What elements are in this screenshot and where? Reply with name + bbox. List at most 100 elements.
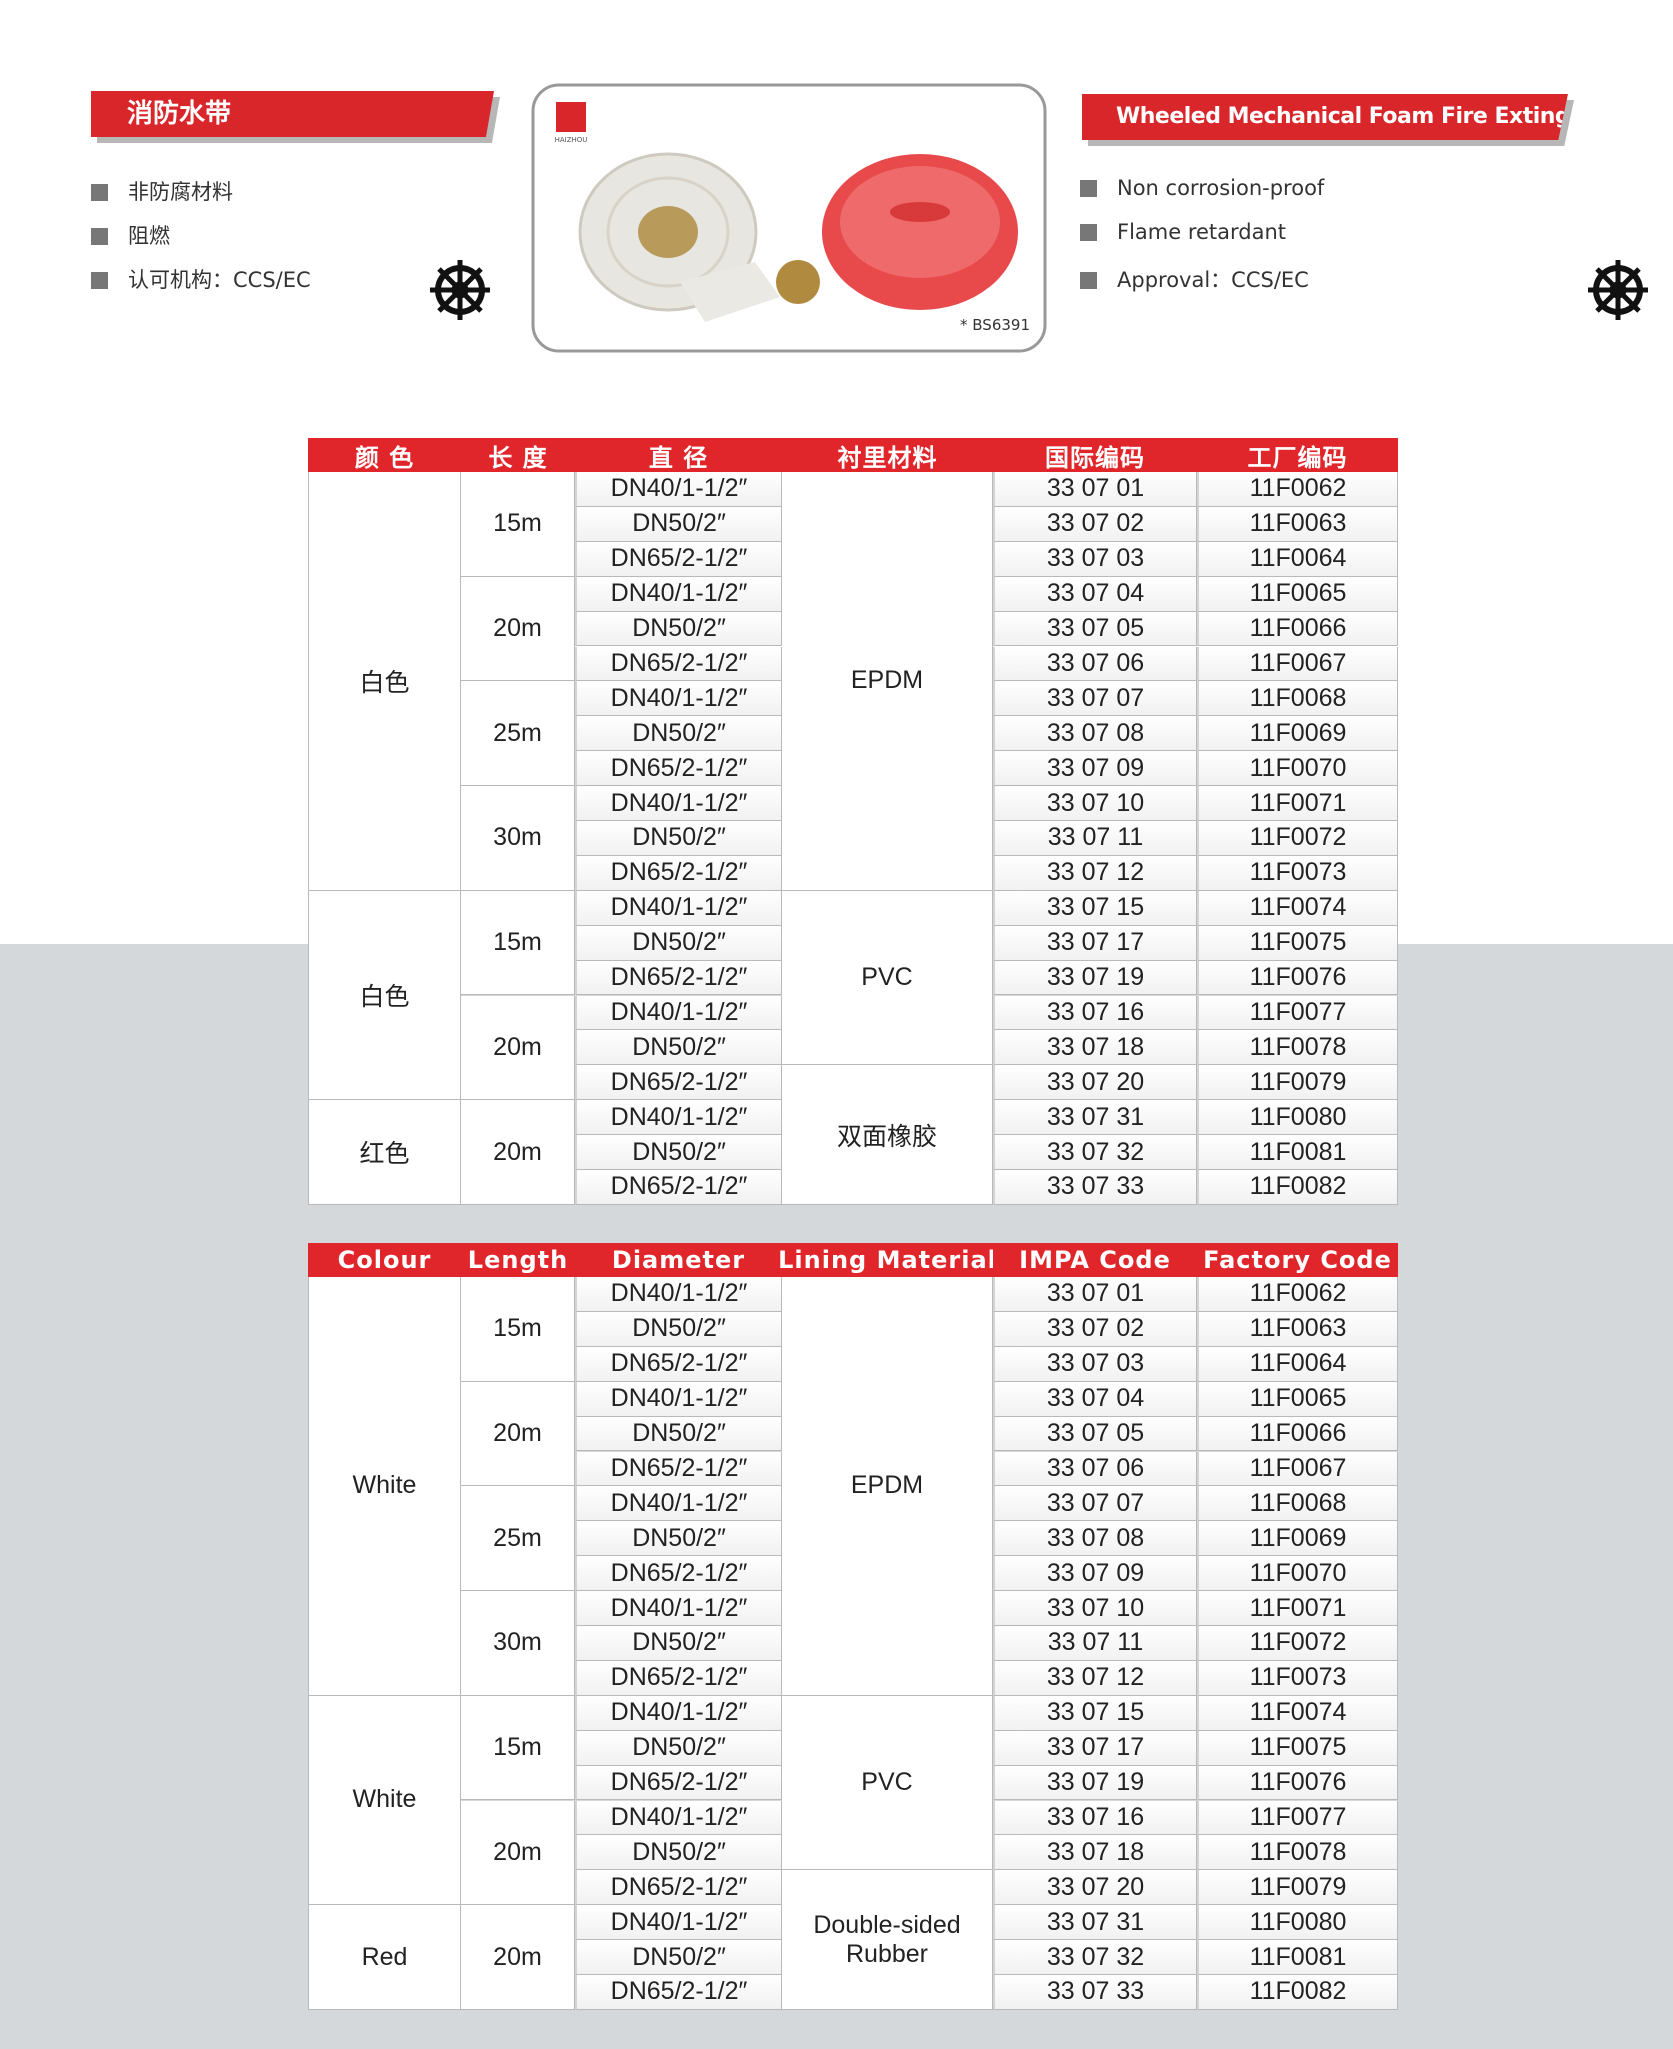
colour-cell: Red	[308, 1905, 461, 2010]
factory-code-cell: 11F0081	[1197, 1940, 1398, 1975]
diameter-cell: DN40/1-1/2″	[575, 995, 782, 1031]
diameter-cell: DN40/1-1/2″	[575, 1486, 782, 1522]
length-cell: 20m	[461, 576, 575, 682]
factory-code-cell: 11F0067	[1197, 646, 1398, 682]
impa-cell: 33 07 20	[993, 1870, 1197, 1906]
lining-cell: Double-sided Rubber	[782, 1870, 993, 2010]
diameter-cell: DN65/2-1/2″	[575, 1870, 782, 1906]
factory-code-cell: 11F0071	[1197, 786, 1398, 821]
column-header: Length	[461, 1243, 575, 1277]
impa-cell: 33 07 15	[993, 1695, 1197, 1731]
impa-cell: 33 07 06	[993, 646, 1197, 682]
column-header: Colour	[308, 1243, 461, 1277]
factory-code-cell: 11F0077	[1197, 1800, 1398, 1836]
lining-cell: EPDM	[782, 472, 993, 891]
diameter-cell: DN40/1-1/2″	[575, 576, 782, 612]
diameter-cell: DN50/2″	[575, 1135, 782, 1170]
length-cell: 25m	[461, 681, 575, 787]
factory-code-cell: 11F0073	[1197, 1660, 1398, 1696]
impa-cell: 33 07 09	[993, 1556, 1197, 1592]
factory-code-cell: 11F0074	[1197, 890, 1398, 926]
impa-cell: 33 07 32	[993, 1940, 1197, 1975]
diameter-cell: DN40/1-1/2″	[575, 472, 782, 507]
impa-cell: 33 07 10	[993, 786, 1197, 821]
impa-cell: 33 07 20	[993, 1065, 1197, 1101]
impa-cell: 33 07 31	[993, 1100, 1197, 1136]
diameter-cell: DN50/2″	[575, 1626, 782, 1661]
factory-code-cell: 11F0065	[1197, 1381, 1398, 1417]
left-bullet: 认可机构：CCS/EC	[91, 264, 311, 294]
factory-code-cell: 11F0072	[1197, 821, 1398, 856]
factory-code-cell: 11F0076	[1197, 1765, 1398, 1801]
impa-cell: 33 07 03	[993, 541, 1197, 577]
diameter-cell: DN50/2″	[575, 1835, 782, 1871]
impa-cell: 33 07 07	[993, 681, 1197, 717]
factory-code-cell: 11F0081	[1197, 1135, 1398, 1170]
impa-cell: 33 07 10	[993, 1591, 1197, 1626]
impa-cell: 33 07 17	[993, 925, 1197, 961]
diameter-cell: DN50/2″	[575, 1416, 782, 1452]
diameter-cell: DN65/2-1/2″	[575, 1170, 782, 1205]
impa-cell: 33 07 01	[993, 1277, 1197, 1312]
diameter-cell: DN65/2-1/2″	[575, 1765, 782, 1801]
right-bullet: Flame retardant	[1080, 220, 1286, 244]
length-cell: 30m	[461, 1591, 575, 1696]
right-bullet: Non corrosion-proof	[1080, 176, 1324, 200]
length-cell: 15m	[461, 472, 575, 577]
factory-code-cell: 11F0076	[1197, 960, 1398, 996]
diameter-cell: DN65/2-1/2″	[575, 1556, 782, 1592]
impa-cell: 33 07 33	[993, 1170, 1197, 1205]
length-cell: 25m	[461, 1486, 575, 1592]
impa-cell: 33 07 02	[993, 1311, 1197, 1347]
diameter-cell: DN50/2″	[575, 1730, 782, 1766]
diameter-cell: DN40/1-1/2″	[575, 1381, 782, 1417]
factory-code-cell: 11F0074	[1197, 1695, 1398, 1731]
impa-cell: 33 07 18	[993, 1835, 1197, 1871]
diameter-cell: DN50/2″	[575, 821, 782, 856]
length-cell: 15m	[461, 1695, 575, 1801]
length-cell: 20m	[461, 1100, 575, 1205]
factory-code-cell: 11F0077	[1197, 995, 1398, 1031]
factory-code-cell: 11F0075	[1197, 1730, 1398, 1766]
column-header: 国际编码	[993, 438, 1197, 472]
impa-cell: 33 07 07	[993, 1486, 1197, 1522]
diameter-cell: DN40/1-1/2″	[575, 1277, 782, 1312]
impa-cell: 33 07 08	[993, 1521, 1197, 1557]
diameter-cell: DN40/1-1/2″	[575, 681, 782, 717]
impa-cell: 33 07 19	[993, 1765, 1197, 1801]
diameter-cell: DN40/1-1/2″	[575, 1800, 782, 1836]
column-header: 衬里材料	[782, 438, 993, 472]
left-bullet: 非防腐材料	[91, 176, 233, 206]
factory-code-cell: 11F0065	[1197, 576, 1398, 612]
impa-cell: 33 07 08	[993, 716, 1197, 752]
diameter-cell: DN40/1-1/2″	[575, 1905, 782, 1941]
impa-cell: 33 07 33	[993, 1975, 1197, 2010]
impa-cell: 33 07 31	[993, 1905, 1197, 1941]
factory-code-cell: 11F0062	[1197, 1277, 1398, 1312]
factory-code-cell: 11F0080	[1197, 1100, 1398, 1136]
factory-code-cell: 11F0062	[1197, 472, 1398, 507]
length-cell: 15m	[461, 890, 575, 996]
diameter-cell: DN65/2-1/2″	[575, 960, 782, 996]
impa-cell: 33 07 11	[993, 1626, 1197, 1661]
wheel-icon	[430, 260, 490, 320]
factory-code-cell: 11F0079	[1197, 1870, 1398, 1906]
factory-code-cell: 11F0079	[1197, 1065, 1398, 1101]
impa-cell: 33 07 05	[993, 1416, 1197, 1452]
factory-code-cell: 11F0064	[1197, 1346, 1398, 1382]
column-header: 直 径	[575, 438, 782, 472]
wheel-icon	[1588, 260, 1648, 320]
factory-code-cell: 11F0078	[1197, 1030, 1398, 1066]
colour-cell: 红色	[308, 1100, 461, 1205]
column-header: 颜 色	[308, 438, 461, 472]
colour-cell: 白色	[308, 472, 461, 891]
impa-cell: 33 07 11	[993, 821, 1197, 856]
column-header: IMPA Code	[993, 1243, 1197, 1277]
impa-cell: 33 07 18	[993, 1030, 1197, 1066]
impa-cell: 33 07 09	[993, 751, 1197, 787]
factory-code-cell: 11F0069	[1197, 716, 1398, 752]
factory-code-cell: 11F0073	[1197, 855, 1398, 891]
factory-code-cell: 11F0067	[1197, 1451, 1398, 1487]
colour-cell: White	[308, 1695, 461, 1906]
length-cell: 20m	[461, 1905, 575, 2010]
